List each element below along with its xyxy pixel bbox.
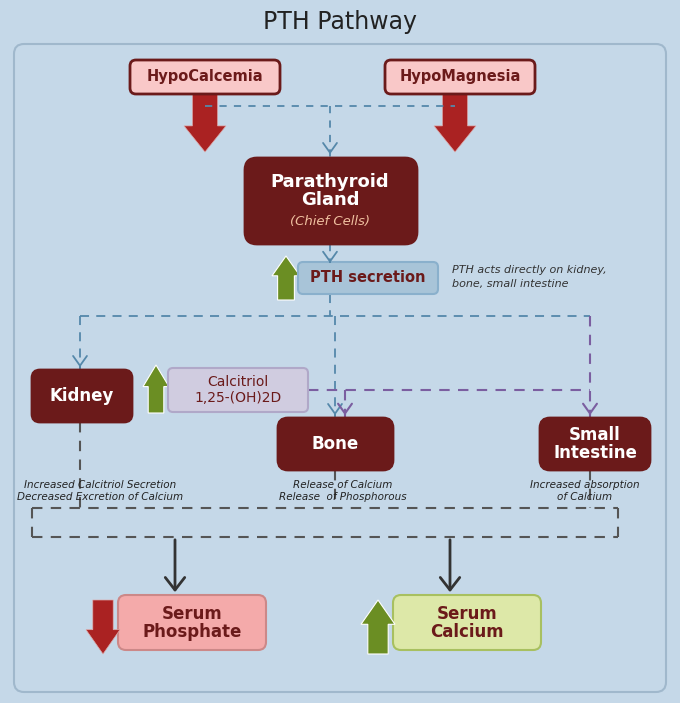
Text: PTH secretion: PTH secretion bbox=[310, 271, 426, 285]
Text: Serum: Serum bbox=[437, 605, 497, 623]
Text: Gland: Gland bbox=[301, 191, 359, 209]
Text: Increased Calcitriol Secretion: Increased Calcitriol Secretion bbox=[24, 480, 176, 490]
Text: (Chief Cells): (Chief Cells) bbox=[290, 216, 370, 228]
Text: Decreased Excretion of Calcium: Decreased Excretion of Calcium bbox=[17, 492, 183, 502]
FancyBboxPatch shape bbox=[130, 60, 280, 94]
Text: 1,25-(OH)2D: 1,25-(OH)2D bbox=[194, 391, 282, 405]
Text: PTH acts directly on kidney,: PTH acts directly on kidney, bbox=[452, 265, 607, 275]
FancyBboxPatch shape bbox=[168, 368, 308, 412]
FancyBboxPatch shape bbox=[385, 60, 535, 94]
Text: Calcitriol: Calcitriol bbox=[207, 375, 269, 389]
Text: Small: Small bbox=[569, 426, 621, 444]
Text: Release  of Phosphorous: Release of Phosphorous bbox=[279, 492, 407, 502]
Polygon shape bbox=[272, 256, 300, 300]
Polygon shape bbox=[86, 600, 120, 654]
Polygon shape bbox=[184, 94, 226, 152]
FancyBboxPatch shape bbox=[278, 418, 393, 470]
FancyBboxPatch shape bbox=[245, 158, 417, 244]
FancyBboxPatch shape bbox=[14, 44, 666, 692]
Polygon shape bbox=[361, 600, 395, 654]
Text: Intestine: Intestine bbox=[553, 444, 637, 462]
Text: HypoMagnesia: HypoMagnesia bbox=[399, 70, 521, 84]
Text: Bone: Bone bbox=[312, 435, 359, 453]
Text: Parathyroid: Parathyroid bbox=[271, 173, 390, 191]
Polygon shape bbox=[143, 365, 169, 413]
Text: bone, small intestine: bone, small intestine bbox=[452, 279, 568, 289]
FancyBboxPatch shape bbox=[32, 370, 132, 422]
Polygon shape bbox=[434, 94, 476, 152]
Text: Increased absorption: Increased absorption bbox=[530, 480, 640, 490]
FancyBboxPatch shape bbox=[540, 418, 650, 470]
Text: Calcium: Calcium bbox=[430, 623, 504, 641]
Text: of Calcium: of Calcium bbox=[558, 492, 613, 502]
Text: Phosphate: Phosphate bbox=[142, 623, 241, 641]
Text: Serum: Serum bbox=[162, 605, 222, 623]
Text: Kidney: Kidney bbox=[50, 387, 114, 405]
Text: PTH Pathway: PTH Pathway bbox=[263, 10, 417, 34]
Text: HypoCalcemia: HypoCalcemia bbox=[147, 70, 263, 84]
FancyBboxPatch shape bbox=[393, 595, 541, 650]
FancyBboxPatch shape bbox=[118, 595, 266, 650]
FancyBboxPatch shape bbox=[298, 262, 438, 294]
Text: Release of Calcium: Release of Calcium bbox=[293, 480, 392, 490]
